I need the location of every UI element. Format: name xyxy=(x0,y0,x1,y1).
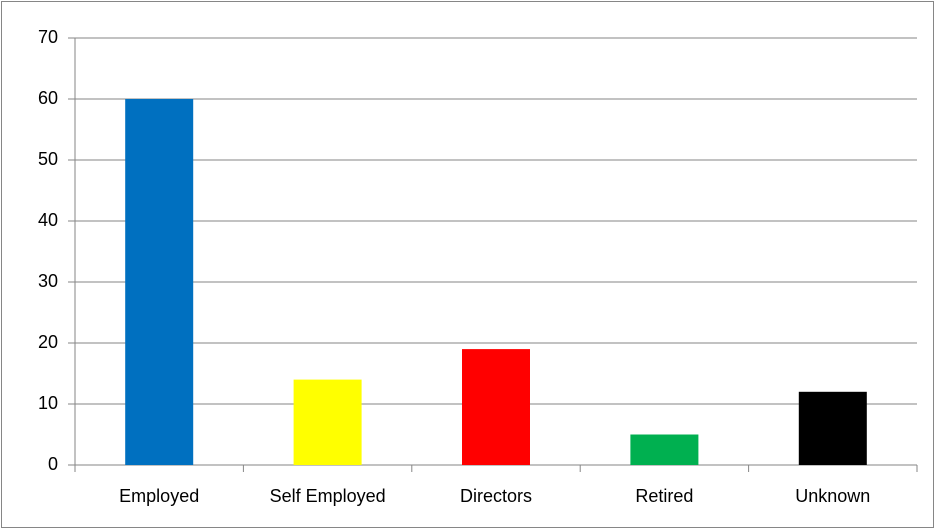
y-tick-label: 50 xyxy=(38,149,58,169)
x-tick-label: Employed xyxy=(119,486,199,506)
y-tick-label: 70 xyxy=(38,27,58,47)
x-tick-label: Directors xyxy=(460,486,532,506)
y-tick-label: 40 xyxy=(38,210,58,230)
x-tick-label: Unknown xyxy=(795,486,870,506)
bar xyxy=(293,379,362,465)
bar xyxy=(630,434,699,465)
bar xyxy=(125,99,194,465)
y-tick-label: 10 xyxy=(38,393,58,413)
bar xyxy=(798,391,867,465)
bar xyxy=(462,349,530,465)
y-tick-label: 60 xyxy=(38,88,58,108)
y-tick-label: 20 xyxy=(38,332,58,352)
y-tick-label: 0 xyxy=(48,454,58,474)
y-tick-label: 30 xyxy=(38,271,58,291)
x-tick-label: Self Employed xyxy=(270,486,386,506)
x-tick-label: Retired xyxy=(635,486,693,506)
